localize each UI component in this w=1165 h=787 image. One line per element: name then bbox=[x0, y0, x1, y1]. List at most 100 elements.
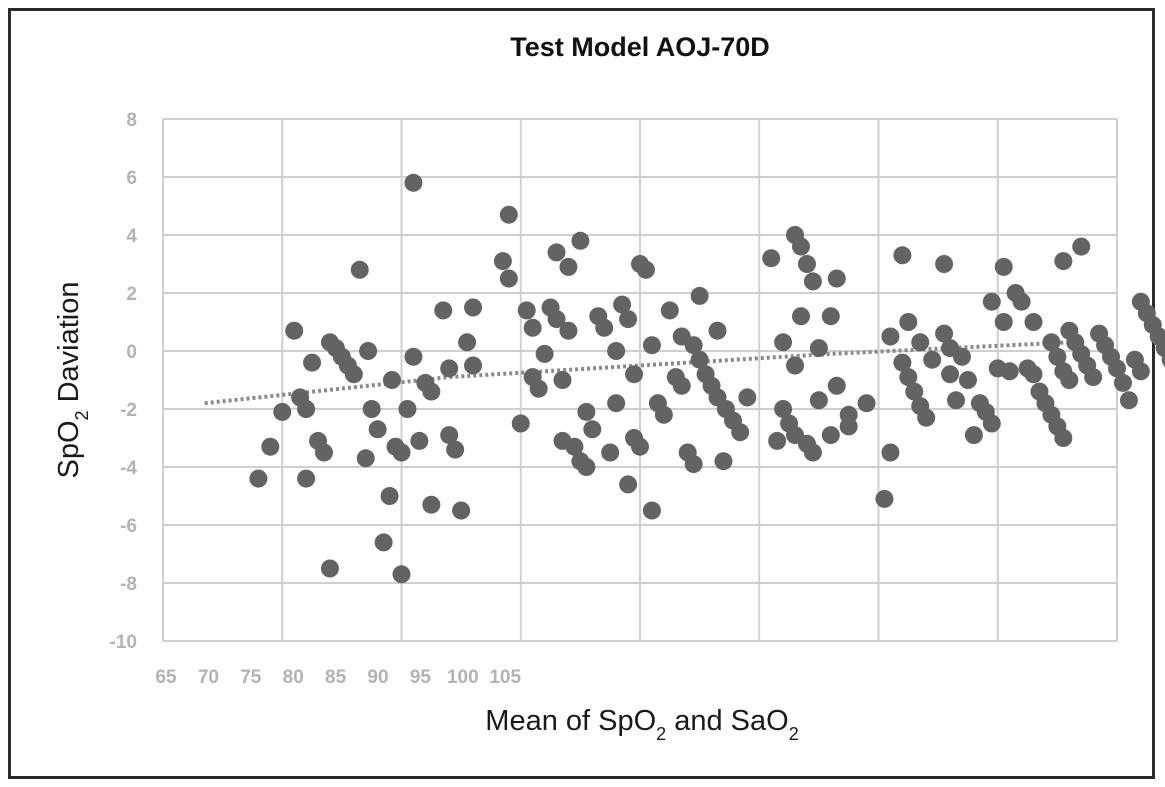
data-point bbox=[654, 405, 673, 424]
data-point bbox=[499, 205, 518, 224]
data-point bbox=[553, 371, 572, 389]
data-point bbox=[821, 426, 840, 445]
data-point bbox=[356, 449, 375, 468]
data-point bbox=[881, 327, 900, 346]
data-point bbox=[935, 255, 954, 273]
data-point bbox=[577, 402, 596, 421]
x-tick-label: 100 bbox=[447, 667, 479, 688]
data-point bbox=[881, 443, 900, 462]
data-point bbox=[774, 400, 793, 418]
data-point bbox=[1119, 391, 1138, 410]
y-axis-label: SpO2 Daviation bbox=[53, 281, 92, 478]
data-point bbox=[303, 353, 322, 372]
data-point bbox=[607, 342, 626, 360]
data-point bbox=[619, 310, 638, 329]
data-point bbox=[374, 533, 393, 552]
data-point bbox=[273, 402, 292, 421]
y-tick-label: 8 bbox=[126, 110, 137, 131]
data-point bbox=[440, 426, 459, 445]
data-point bbox=[398, 400, 417, 418]
data-point bbox=[684, 336, 703, 355]
data-point bbox=[410, 431, 429, 450]
data-point bbox=[690, 286, 709, 305]
y-axis-label-subscript: 2 bbox=[72, 410, 92, 420]
data-point bbox=[559, 321, 578, 340]
data-point bbox=[464, 298, 483, 317]
data-point bbox=[261, 437, 280, 456]
data-point bbox=[994, 313, 1013, 331]
data-point bbox=[1084, 368, 1103, 387]
data-point bbox=[362, 400, 381, 418]
data-point bbox=[797, 255, 816, 273]
data-point bbox=[809, 391, 828, 410]
data-point bbox=[642, 336, 661, 355]
y-tick-label: -10 bbox=[110, 632, 137, 653]
data-point bbox=[1108, 359, 1126, 378]
data-point bbox=[404, 347, 423, 366]
x-axis-label: Mean of SpO2 and SaO2 bbox=[485, 705, 798, 744]
data-point bbox=[380, 487, 399, 505]
data-point bbox=[982, 414, 1001, 433]
x-tick-label: 85 bbox=[325, 667, 347, 688]
data-point bbox=[559, 257, 578, 276]
data-point bbox=[1024, 313, 1043, 331]
data-point bbox=[803, 443, 822, 462]
data-point bbox=[762, 249, 781, 268]
data-point bbox=[893, 353, 912, 372]
data-point bbox=[714, 452, 733, 471]
data-point bbox=[523, 318, 542, 337]
data-point bbox=[672, 376, 691, 395]
data-point bbox=[684, 455, 703, 474]
data-point bbox=[547, 310, 566, 329]
chart-title: Test Model AOJ-70D bbox=[510, 32, 770, 62]
data-point bbox=[774, 333, 793, 352]
x-tick-label: 80 bbox=[283, 667, 304, 688]
data-point bbox=[493, 252, 512, 271]
data-point bbox=[382, 371, 401, 389]
data-point bbox=[547, 243, 566, 262]
data-point bbox=[857, 394, 876, 413]
data-point bbox=[941, 365, 960, 384]
data-point bbox=[636, 260, 655, 279]
data-point bbox=[958, 371, 977, 389]
data-point bbox=[1161, 352, 1165, 367]
x-axis-label-part: and SaO bbox=[666, 705, 789, 737]
data-point bbox=[344, 365, 363, 384]
data-point bbox=[511, 414, 530, 433]
y-tick-label: -6 bbox=[120, 516, 137, 537]
data-point bbox=[458, 333, 477, 352]
data-point bbox=[359, 342, 378, 360]
data-point bbox=[1155, 339, 1165, 358]
y-tick-label: 2 bbox=[126, 284, 137, 305]
data-point bbox=[392, 443, 411, 462]
data-point bbox=[1042, 333, 1061, 352]
data-point bbox=[839, 417, 858, 436]
data-point bbox=[619, 475, 638, 494]
data-point bbox=[994, 257, 1013, 276]
y-tick-label: 0 bbox=[126, 342, 137, 363]
data-point bbox=[625, 365, 644, 384]
data-point bbox=[809, 339, 828, 358]
x-axis-label-subscript: 2 bbox=[789, 724, 799, 744]
data-point bbox=[595, 318, 614, 337]
data-point bbox=[631, 437, 649, 456]
data-point bbox=[464, 356, 483, 375]
data-point bbox=[731, 423, 750, 442]
data-point bbox=[1113, 373, 1132, 392]
data-point bbox=[583, 420, 602, 439]
data-point bbox=[827, 376, 846, 395]
data-point bbox=[446, 440, 465, 459]
x-axis-ticks: 65 70 75 80 85 90 95 100 105 bbox=[155, 667, 521, 688]
data-point bbox=[708, 321, 727, 340]
x-tick-label: 90 bbox=[367, 667, 388, 688]
data-point bbox=[285, 321, 304, 340]
data-point bbox=[690, 350, 709, 369]
data-point bbox=[947, 391, 966, 410]
data-point bbox=[899, 313, 918, 331]
data-point bbox=[905, 382, 924, 401]
data-point bbox=[911, 333, 930, 352]
data-point bbox=[935, 324, 954, 343]
data-point bbox=[899, 368, 918, 387]
data-point bbox=[660, 301, 679, 320]
